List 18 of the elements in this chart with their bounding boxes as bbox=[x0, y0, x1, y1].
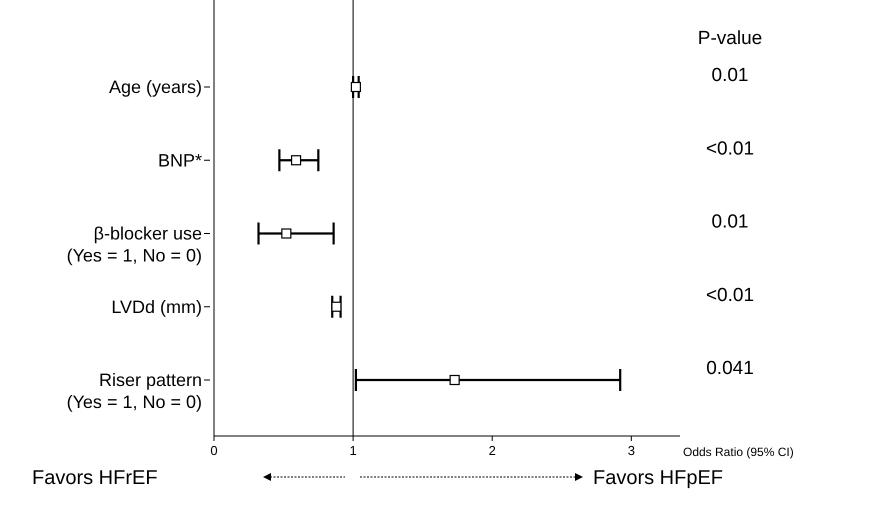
x-tick-label: 2 bbox=[488, 443, 496, 458]
text: 0.041 bbox=[706, 358, 754, 379]
text: P-value bbox=[698, 28, 762, 49]
x-tick-label: 3 bbox=[628, 443, 635, 458]
text: <0.01 bbox=[706, 284, 754, 306]
text: Favors HFpEF bbox=[593, 467, 724, 489]
y-tick-label: BNP* bbox=[158, 150, 202, 170]
y-tick-label: β-blocker use (Yes = 1, No = 0) bbox=[66, 224, 202, 266]
y-tick-label: Riser pattern (Yes = 1, No = 0) bbox=[66, 370, 202, 412]
text: <0.01 bbox=[706, 138, 754, 160]
text: 0.01 bbox=[712, 212, 748, 232]
x-tick-label: 0 bbox=[210, 443, 218, 458]
y-tick-label: LVDd (mm) bbox=[111, 296, 202, 317]
x-tick-label: 1 bbox=[349, 443, 357, 458]
x-axis-title: Odds Ratio (95% CI) bbox=[683, 445, 794, 459]
text: 0.01 bbox=[712, 65, 748, 86]
text: Favors HFrEF bbox=[32, 467, 158, 489]
y-tick-label: Age (years) bbox=[108, 77, 202, 97]
